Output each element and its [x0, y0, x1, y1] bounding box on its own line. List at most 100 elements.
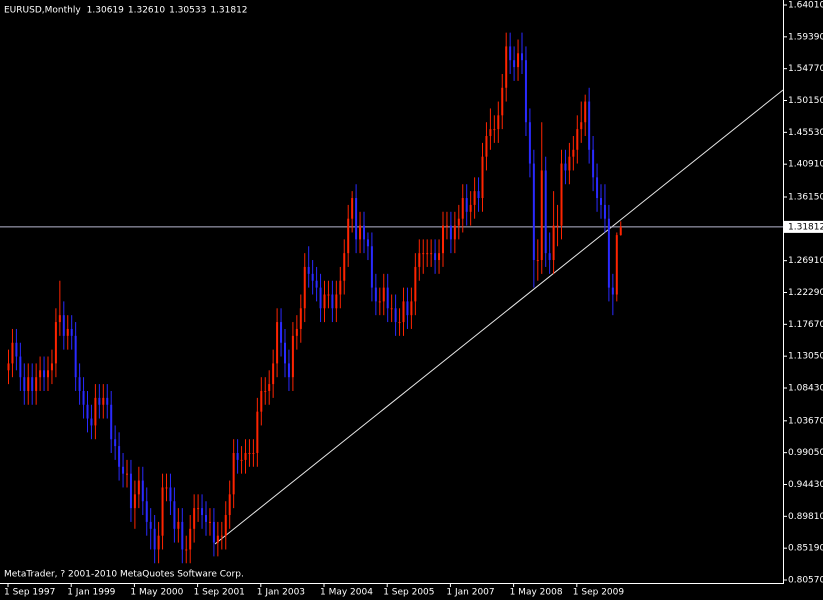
candle-body: [58, 315, 61, 323]
y-tick-label: 0.89810: [788, 512, 823, 522]
candle-body: [489, 129, 492, 137]
x-tick-label: 1 Sep 2005: [383, 588, 434, 598]
candle-body: [35, 377, 38, 391]
last-bar-value: 1.32610: [128, 6, 165, 16]
candle-body: [94, 397, 97, 426]
candle-body: [133, 494, 136, 509]
candle-body: [477, 191, 480, 199]
candle-body: [327, 294, 330, 296]
candle-body: [98, 397, 101, 405]
candle-body: [165, 487, 168, 489]
candle-body: [212, 521, 215, 543]
y-tick-label: 1.03670: [788, 416, 823, 426]
candle-body: [252, 452, 255, 454]
y-tick-label: 1.54770: [788, 64, 823, 74]
candle-body: [205, 515, 207, 522]
candle-body: [560, 163, 563, 226]
candle-body: [173, 501, 176, 529]
candle-body: [311, 273, 314, 281]
candle-body: [493, 129, 496, 131]
candle-body: [31, 377, 34, 391]
candle-body: [374, 287, 377, 302]
candle-body: [62, 315, 65, 336]
candle-body: [299, 308, 302, 329]
candle-body: [307, 266, 310, 274]
candle-body: [410, 301, 413, 316]
candle-body: [193, 508, 196, 529]
candle-body: [576, 129, 579, 150]
candle-body: [501, 87, 504, 116]
candle-body: [129, 473, 132, 509]
candle-body: [74, 335, 77, 378]
candle-body: [378, 301, 381, 303]
candle-body: [580, 122, 583, 130]
candle-body: [351, 198, 354, 219]
y-tick-label: 1.50150: [788, 96, 823, 106]
candle-body: [402, 301, 405, 323]
candle-body: [240, 459, 243, 461]
candle-body: [268, 384, 271, 391]
y-tick-label: 0.99050: [788, 448, 823, 458]
candle-body: [169, 487, 172, 502]
candle-body: [197, 508, 200, 510]
candle-body: [86, 404, 89, 419]
candle-body: [47, 370, 49, 378]
candle-body: [438, 253, 441, 261]
candle-body: [572, 149, 575, 157]
candle-body: [592, 149, 595, 178]
candle-body: [398, 322, 401, 324]
candle-body: [556, 225, 559, 227]
candle-body: [185, 549, 188, 551]
candle-body: [54, 322, 57, 364]
candle-body: [201, 508, 204, 516]
candle-body: [236, 452, 239, 460]
candle-body: [82, 390, 85, 405]
candle-body: [319, 287, 322, 309]
candle-body: [394, 308, 397, 323]
y-tick-label: 1.22290: [788, 288, 823, 298]
y-tick-label: 1.59390: [788, 32, 823, 42]
candle-body: [228, 494, 231, 516]
candle-body: [7, 363, 10, 371]
candle-body: [363, 225, 365, 240]
x-tick-label: 1 May 2008: [510, 588, 563, 598]
candle-body: [272, 363, 275, 385]
candle-body: [359, 225, 362, 240]
candle-body: [122, 466, 125, 474]
candle-body: [220, 535, 223, 537]
candle-body: [449, 225, 452, 240]
candle-body: [232, 452, 235, 495]
candle-body: [434, 253, 437, 261]
candle-body: [461, 198, 464, 219]
candle-body: [27, 377, 30, 391]
candle-body: [355, 198, 358, 240]
candle-body: [521, 53, 523, 61]
candle-body: [540, 170, 543, 261]
x-tick-label: 1 Sep 2009: [573, 588, 625, 598]
candle-body: [256, 411, 259, 453]
candle-body: [505, 46, 508, 88]
candle-body: [485, 136, 488, 157]
candle-body: [524, 60, 527, 123]
candle-body: [343, 253, 346, 281]
candle-body: [544, 170, 547, 254]
candle-body: [469, 204, 472, 212]
candle-body: [244, 452, 247, 460]
candle-body: [445, 225, 448, 227]
y-tick-label: 1.64010: [788, 1, 823, 11]
x-tick-label: 1 Jan 2007: [446, 588, 494, 598]
candle-body: [347, 218, 350, 254]
candle-body: [110, 404, 113, 440]
y-tick-label: 1.08430: [788, 384, 823, 394]
candle-body: [66, 328, 69, 336]
candle-body: [224, 515, 227, 536]
candle-body: [43, 370, 46, 378]
y-tick-label: 1.40910: [788, 160, 823, 170]
candle-body: [588, 101, 591, 150]
candle-body: [323, 294, 326, 309]
candle-body: [418, 253, 421, 267]
candle-body: [11, 342, 14, 364]
candle-body: [481, 156, 484, 199]
x-tick-label: 1 Sep 1997: [4, 588, 55, 598]
candle-body: [382, 287, 385, 302]
